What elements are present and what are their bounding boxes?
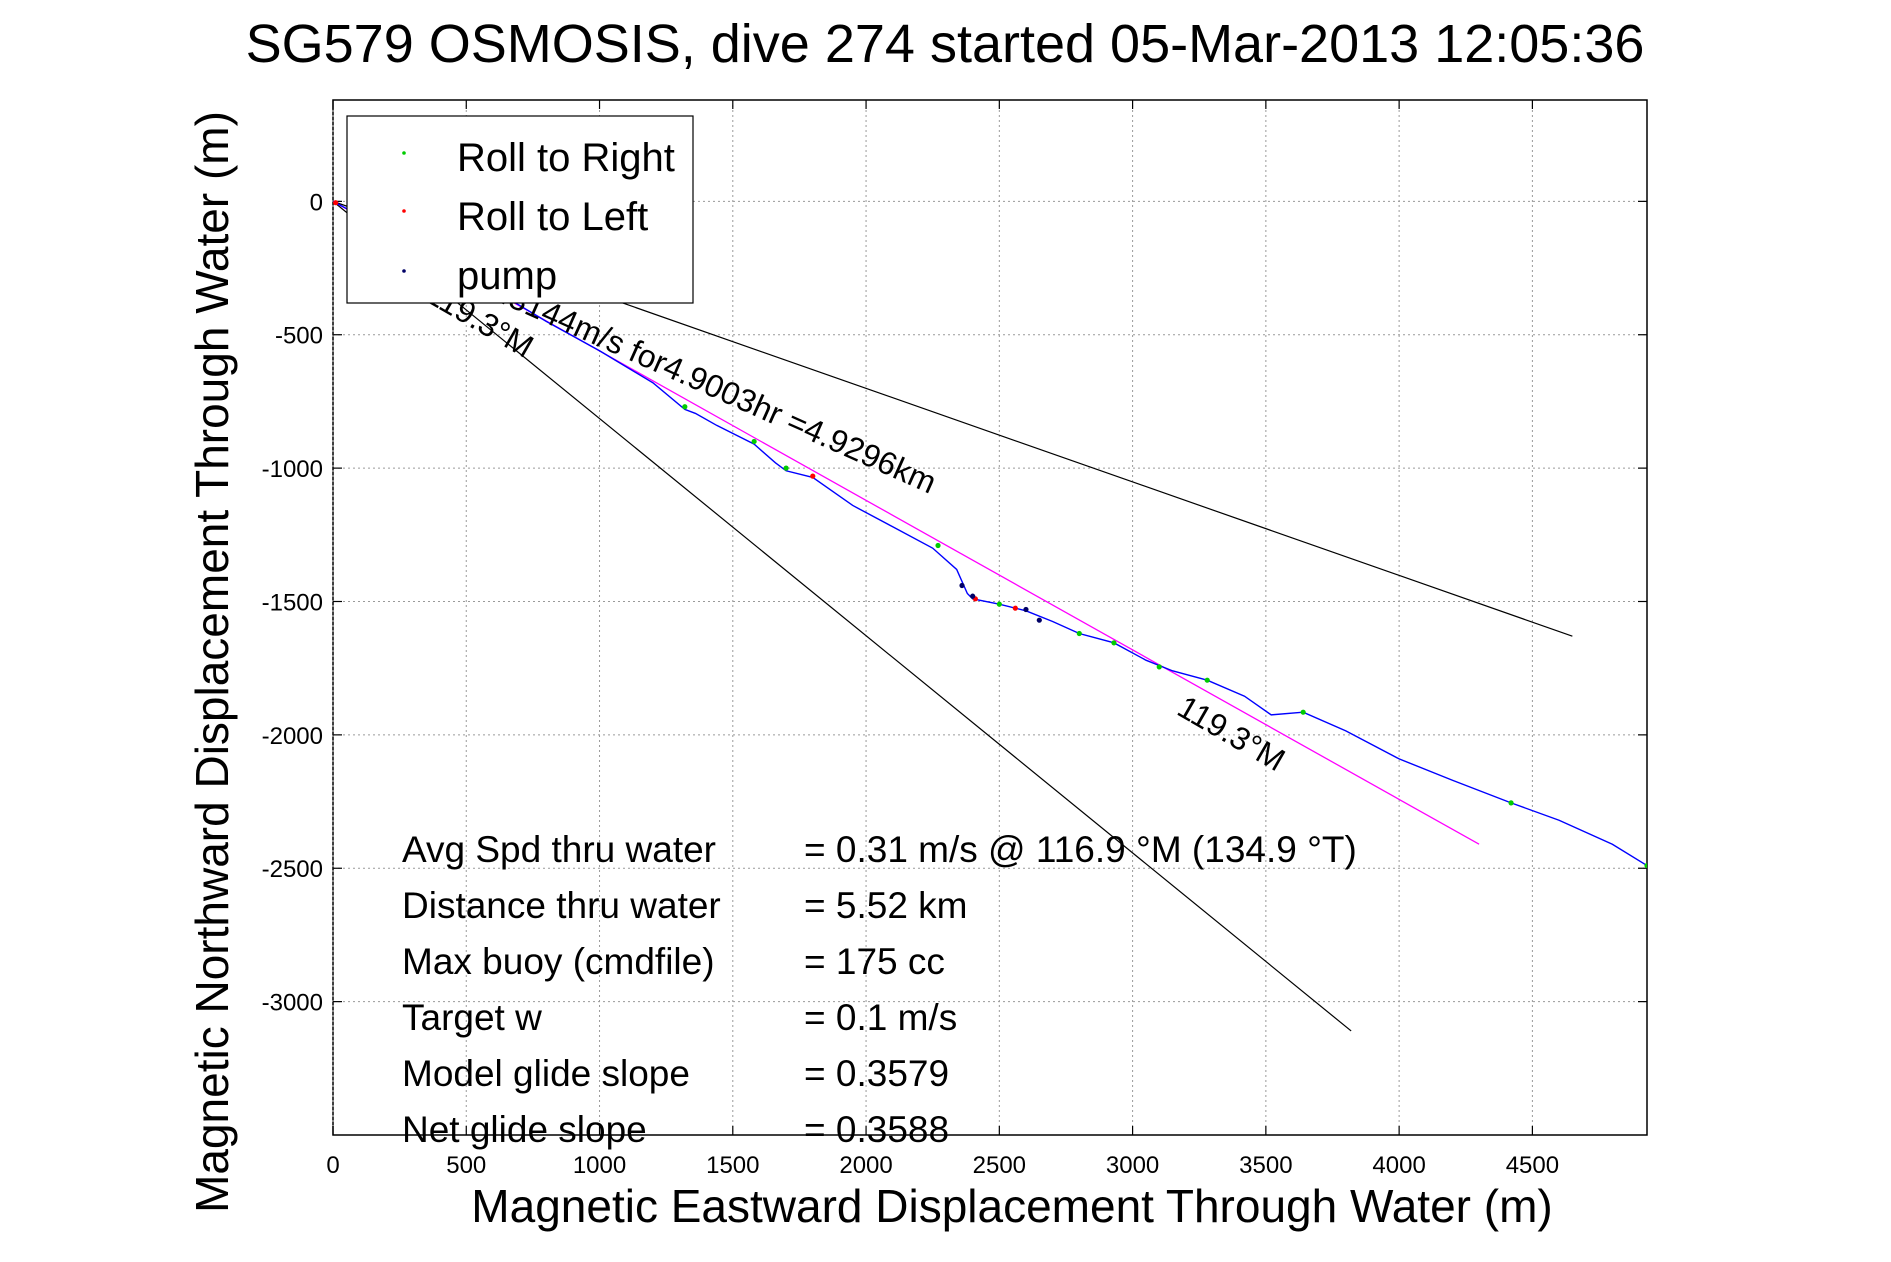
y-tick-label: 0 <box>310 189 323 216</box>
stats-block: Avg Spd thru water = 0.31 m/s @ 116.9 °M … <box>402 829 1357 1150</box>
roll-right-point <box>751 438 757 445</box>
legend-label-roll-right: Roll to Right <box>457 136 675 180</box>
y-axis-label: Magnetic Northward Displacement Through … <box>186 111 238 1213</box>
stat-value: = 0.3588 <box>804 1109 949 1150</box>
stat-label: Max buoy (cmdfile) <box>402 941 715 982</box>
stat-value: = 5.52 km <box>804 885 968 926</box>
stat-value: = 175 cc <box>804 941 945 982</box>
x-tick-label: 2500 <box>973 1152 1026 1179</box>
reference-heading-line <box>333 200 1352 1032</box>
legend-label-pump: pump <box>457 254 557 298</box>
stat-label: Net glide slope <box>402 1109 647 1150</box>
x-tick-label: 1500 <box>706 1152 759 1179</box>
x-tick-label: 4000 <box>1372 1152 1425 1179</box>
roll-left-point <box>333 200 339 206</box>
stat-label: Model glide slope <box>402 1053 690 1094</box>
y-tick-label: -3000 <box>262 990 323 1017</box>
pump-point <box>970 593 976 599</box>
x-tick-label: 1000 <box>573 1152 626 1179</box>
legend-marker-roll-left <box>402 209 406 213</box>
roll-left-point <box>1012 605 1018 611</box>
legend-marker-roll-right <box>402 151 406 155</box>
x-tick-label: 500 <box>446 1152 486 1179</box>
roll-right-point <box>935 542 941 549</box>
stat-label: Target w <box>402 997 542 1038</box>
y-tick-label: -2500 <box>262 856 323 883</box>
chart-title: SG579 OSMOSIS, dive 274 started 05-Mar-2… <box>246 14 1645 74</box>
y-tick-label: -2000 <box>262 723 323 750</box>
roll-right-point <box>783 465 789 471</box>
stat-label: Avg Spd thru water <box>402 829 716 870</box>
axis-ticks: 0 500 1000 1500 2000 2500 3000 3500 4000 4500 0 -50… <box>262 100 1647 1179</box>
plot-lines <box>333 200 1647 1032</box>
stat-label: Distance thru water <box>402 885 721 926</box>
stat-value: = 0.31 m/s @ 116.9 °M (134.9 °T) <box>804 829 1357 870</box>
track-line <box>333 200 1647 867</box>
x-tick-label: 4500 <box>1506 1152 1559 1179</box>
pump-point <box>1023 606 1029 613</box>
roll-right-point <box>1644 862 1647 869</box>
roll-right-point <box>1300 709 1306 715</box>
stat-value: = 0.1 m/s <box>804 997 957 1038</box>
legend-marker-pump <box>402 269 406 273</box>
roll-right-point <box>1204 677 1210 683</box>
x-tick-label: 3000 <box>1106 1152 1159 1179</box>
x-axis-label: Magnetic Eastward Displacement Through W… <box>471 1180 1552 1232</box>
y-tick-label: -500 <box>275 323 323 350</box>
pump-point <box>959 582 965 589</box>
legend-label-roll-left: Roll to Left <box>457 195 648 239</box>
x-tick-label: 3500 <box>1239 1152 1292 1179</box>
x-tick-label: 0 <box>326 1152 339 1179</box>
y-tick-label: -1500 <box>262 589 323 616</box>
roll-left-point <box>810 473 816 479</box>
roll-right-point <box>1076 630 1082 637</box>
roll-right-point <box>996 601 1002 607</box>
roll-right-point <box>1111 640 1117 646</box>
roll-right-point <box>1156 664 1162 670</box>
pump-point <box>1036 617 1042 623</box>
stat-value: = 0.3579 <box>804 1053 949 1094</box>
grid <box>332 100 1647 1135</box>
roll-right-point <box>1508 800 1514 806</box>
legend: Roll to Right Roll to Left pump <box>346 115 694 304</box>
roll-right-point <box>682 404 688 410</box>
y-tick-label: -1000 <box>262 456 323 483</box>
x-tick-label: 2000 <box>839 1152 892 1179</box>
